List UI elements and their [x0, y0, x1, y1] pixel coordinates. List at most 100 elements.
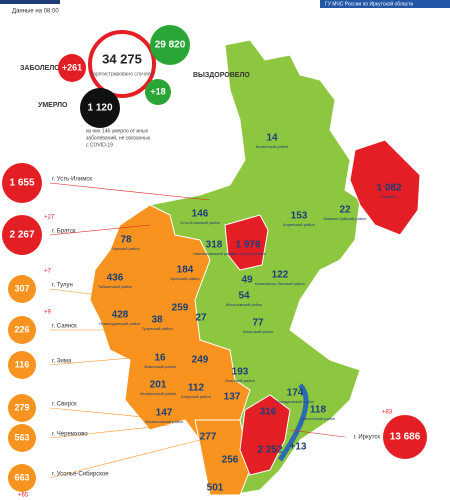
district-name: Качугский район — [243, 329, 273, 334]
source: ГУ МЧС России по Иркутской области — [325, 0, 413, 7]
district-value: 122 — [272, 270, 289, 281]
district-name: Черемховский район — [145, 419, 184, 424]
district-value: 1 976 — [235, 240, 260, 251]
district-name: Тайшетский район — [98, 284, 132, 289]
leader — [49, 288, 141, 301]
district-value: 118 — [310, 405, 327, 416]
district-name: Усть-Кутский район — [230, 251, 266, 256]
district-name: Братский район — [170, 276, 199, 281]
city-name: г. Зима — [52, 359, 72, 365]
baikal — [277, 383, 309, 462]
district-value: 77 — [252, 318, 264, 329]
region-red — [224, 214, 269, 271]
recovered-delta: +18 — [150, 86, 165, 96]
district-name: Мамско-Чуйский район — [323, 216, 366, 221]
died-circle — [80, 88, 120, 128]
city-value: 307 — [14, 283, 29, 293]
district-value: 249 — [192, 355, 209, 366]
recovered-label: ВЫЗДОРОВЕЛО — [193, 72, 250, 79]
city-name: г. Усолье-Сибирское — [52, 472, 109, 478]
region-red — [349, 139, 421, 236]
note-line: из них 146 умерло от иных — [86, 128, 149, 134]
district-name: Заларинский район — [140, 391, 176, 396]
time: Данные на 08:00 — [12, 9, 59, 15]
district-value: 174 — [287, 388, 304, 399]
city-value: 226 — [14, 324, 29, 334]
district-value: 1 082 — [376, 183, 401, 194]
district-value: 49 — [241, 275, 253, 286]
district-value: 256 — [222, 455, 239, 466]
city-value: 2 267 — [9, 230, 34, 241]
district-value: 501 — [207, 483, 224, 494]
died-label: УМЕРЛО — [38, 102, 68, 109]
district-value: 316 — [260, 407, 277, 418]
total-circle — [88, 30, 156, 98]
leader — [49, 439, 201, 479]
region-orange-south — [194, 419, 251, 496]
district-value: +13 — [290, 442, 307, 453]
infected-delta: +261 — [62, 62, 82, 72]
leader — [289, 429, 346, 438]
city-name: г. Усть-Илимск — [52, 177, 92, 183]
district-value: 27 — [195, 313, 207, 324]
leader — [49, 424, 171, 439]
city-value: 1 655 — [9, 178, 34, 189]
district-name: Катангский район — [256, 144, 289, 149]
district-value: 112 — [188, 383, 205, 394]
city-circle — [2, 163, 42, 203]
total: 34 275 — [102, 51, 142, 66]
district-name: Аларский район — [181, 394, 211, 399]
district-name: Ольхонский район — [301, 416, 335, 421]
top-strip — [0, 0, 60, 4]
city-value: 116 — [15, 359, 30, 369]
city-name: г. Черемхово — [52, 432, 88, 438]
city-delta: +27 — [44, 215, 55, 221]
district-value: 147 — [156, 408, 173, 419]
district-value: 137 — [224, 392, 241, 403]
district-name: Баяндаевский район — [276, 399, 315, 404]
city-name: г. Саянск — [52, 324, 77, 330]
delta-circle — [58, 54, 86, 82]
district-name: Чунский район — [112, 246, 139, 251]
note-line: с COVID-19 — [86, 142, 113, 148]
district-value: 201 — [150, 380, 167, 391]
leader — [49, 224, 151, 236]
district-name: Нижнеилимский район — [193, 251, 235, 256]
city-circle — [8, 316, 36, 344]
district-value: 259 — [172, 303, 189, 314]
district-name: Жигаловский район — [226, 302, 263, 307]
city-delta: +7 — [44, 269, 52, 275]
district-value: 428 — [112, 310, 129, 321]
city-value: 563 — [14, 432, 29, 442]
district-name: Казачинско-Ленский район — [255, 281, 305, 286]
district-value: 318 — [206, 240, 223, 251]
district-value: 2 252 — [257, 445, 282, 456]
summary: ЗАБОЛЕЛО +261 34 275 зарегистрировано сл… — [20, 25, 250, 148]
district-name: Киренский район — [283, 222, 315, 227]
district-value: 16 — [154, 353, 166, 364]
city-name: г. Тулун — [52, 283, 73, 289]
city-delta: +65 — [18, 493, 29, 499]
city-circle — [8, 275, 36, 303]
city-circle — [8, 394, 36, 422]
district-value: 14 — [266, 133, 278, 144]
district-value: 193 — [232, 367, 249, 378]
city-value: 663 — [14, 472, 29, 482]
recovered: 29 820 — [155, 40, 186, 51]
city-value: 13 686 — [390, 432, 421, 443]
map — [89, 39, 421, 496]
total-caption: зарегистрировано случаев — [91, 71, 154, 77]
source-banner — [320, 0, 450, 8]
district-name: Тулунский район — [141, 326, 172, 331]
district-name: Зиминский район — [144, 364, 176, 369]
city-value: 279 — [14, 402, 29, 412]
district-value: 22 — [339, 205, 351, 216]
district-value: 153 — [291, 211, 308, 222]
district-value: 184 — [177, 265, 194, 276]
city-name: г. Братск — [52, 229, 76, 235]
district-value: 436 — [107, 273, 124, 284]
leader — [49, 354, 166, 366]
leader — [49, 407, 176, 421]
district-name: Бодайбо — [381, 194, 398, 199]
